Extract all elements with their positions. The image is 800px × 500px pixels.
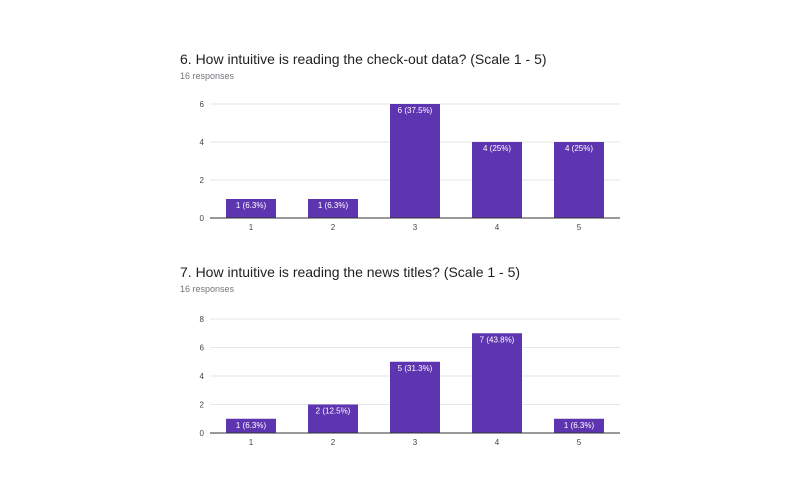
y-tick-label: 6	[200, 344, 205, 353]
bar-data-label: 4 (25%)	[483, 144, 511, 153]
x-tick-label: 3	[413, 438, 418, 447]
x-tick-label: 4	[495, 223, 500, 232]
question-6-title: 6. How intuitive is reading the check-ou…	[180, 51, 547, 67]
bar	[472, 333, 522, 433]
bar	[226, 418, 276, 433]
y-tick-label: 2	[200, 176, 205, 185]
x-tick-label: 4	[495, 438, 500, 447]
bar-data-label: 6 (37.5%)	[398, 106, 433, 115]
y-tick-label: 6	[200, 100, 205, 109]
y-tick-label: 0	[200, 214, 205, 223]
x-tick-label: 2	[331, 223, 336, 232]
x-tick-label: 3	[413, 223, 418, 232]
y-tick-label: 4	[200, 138, 205, 147]
x-tick-label: 1	[249, 438, 254, 447]
question-6-bar-chart: 0 2 4 6 1 (6.3%) 1 1 (6.3%) 2 6 (37.5%) 3 4 (25%) 4…	[200, 100, 620, 232]
bar-data-label: 5 (31.3%)	[398, 364, 433, 373]
bar-data-label: 1 (6.3%)	[236, 201, 267, 210]
y-tick-label: 4	[200, 372, 205, 381]
bar-data-label: 1 (6.3%)	[564, 421, 595, 430]
question-7-bar-chart: 0 2 4 6 8 1 (6.3%) 1 2 (12.5%) 2 5 (31.3%) 3 7 (43.…	[200, 315, 620, 447]
x-tick-label: 5	[577, 438, 582, 447]
bar-data-label: 1 (6.3%)	[318, 201, 349, 210]
bar-data-label: 2 (12.5%)	[316, 407, 351, 416]
bar	[554, 418, 604, 433]
question-7-title: 7. How intuitive is reading the news tit…	[180, 264, 521, 280]
bar	[472, 142, 522, 218]
bar	[390, 361, 440, 433]
question-6: 6. How intuitive is reading the check-ou…	[180, 50, 640, 82]
bar	[308, 199, 358, 218]
question-7-response-count: 16 responses	[180, 284, 235, 294]
bar-data-label: 1 (6.3%)	[236, 421, 267, 430]
y-tick-label: 0	[200, 429, 205, 438]
y-tick-label: 8	[200, 315, 205, 324]
y-tick-label: 2	[200, 401, 205, 410]
question-6-response-count: 16 responses	[180, 71, 235, 81]
bar	[226, 199, 276, 218]
bar	[390, 104, 440, 218]
bar	[308, 404, 358, 433]
x-tick-label: 2	[331, 438, 336, 447]
x-tick-label: 5	[577, 223, 582, 232]
question-7: 7. How intuitive is reading the news tit…	[180, 263, 640, 295]
bar-data-label: 7 (43.8%)	[480, 335, 515, 344]
bar-data-label: 4 (25%)	[565, 144, 593, 153]
x-tick-label: 1	[249, 223, 254, 232]
bar	[554, 142, 604, 218]
